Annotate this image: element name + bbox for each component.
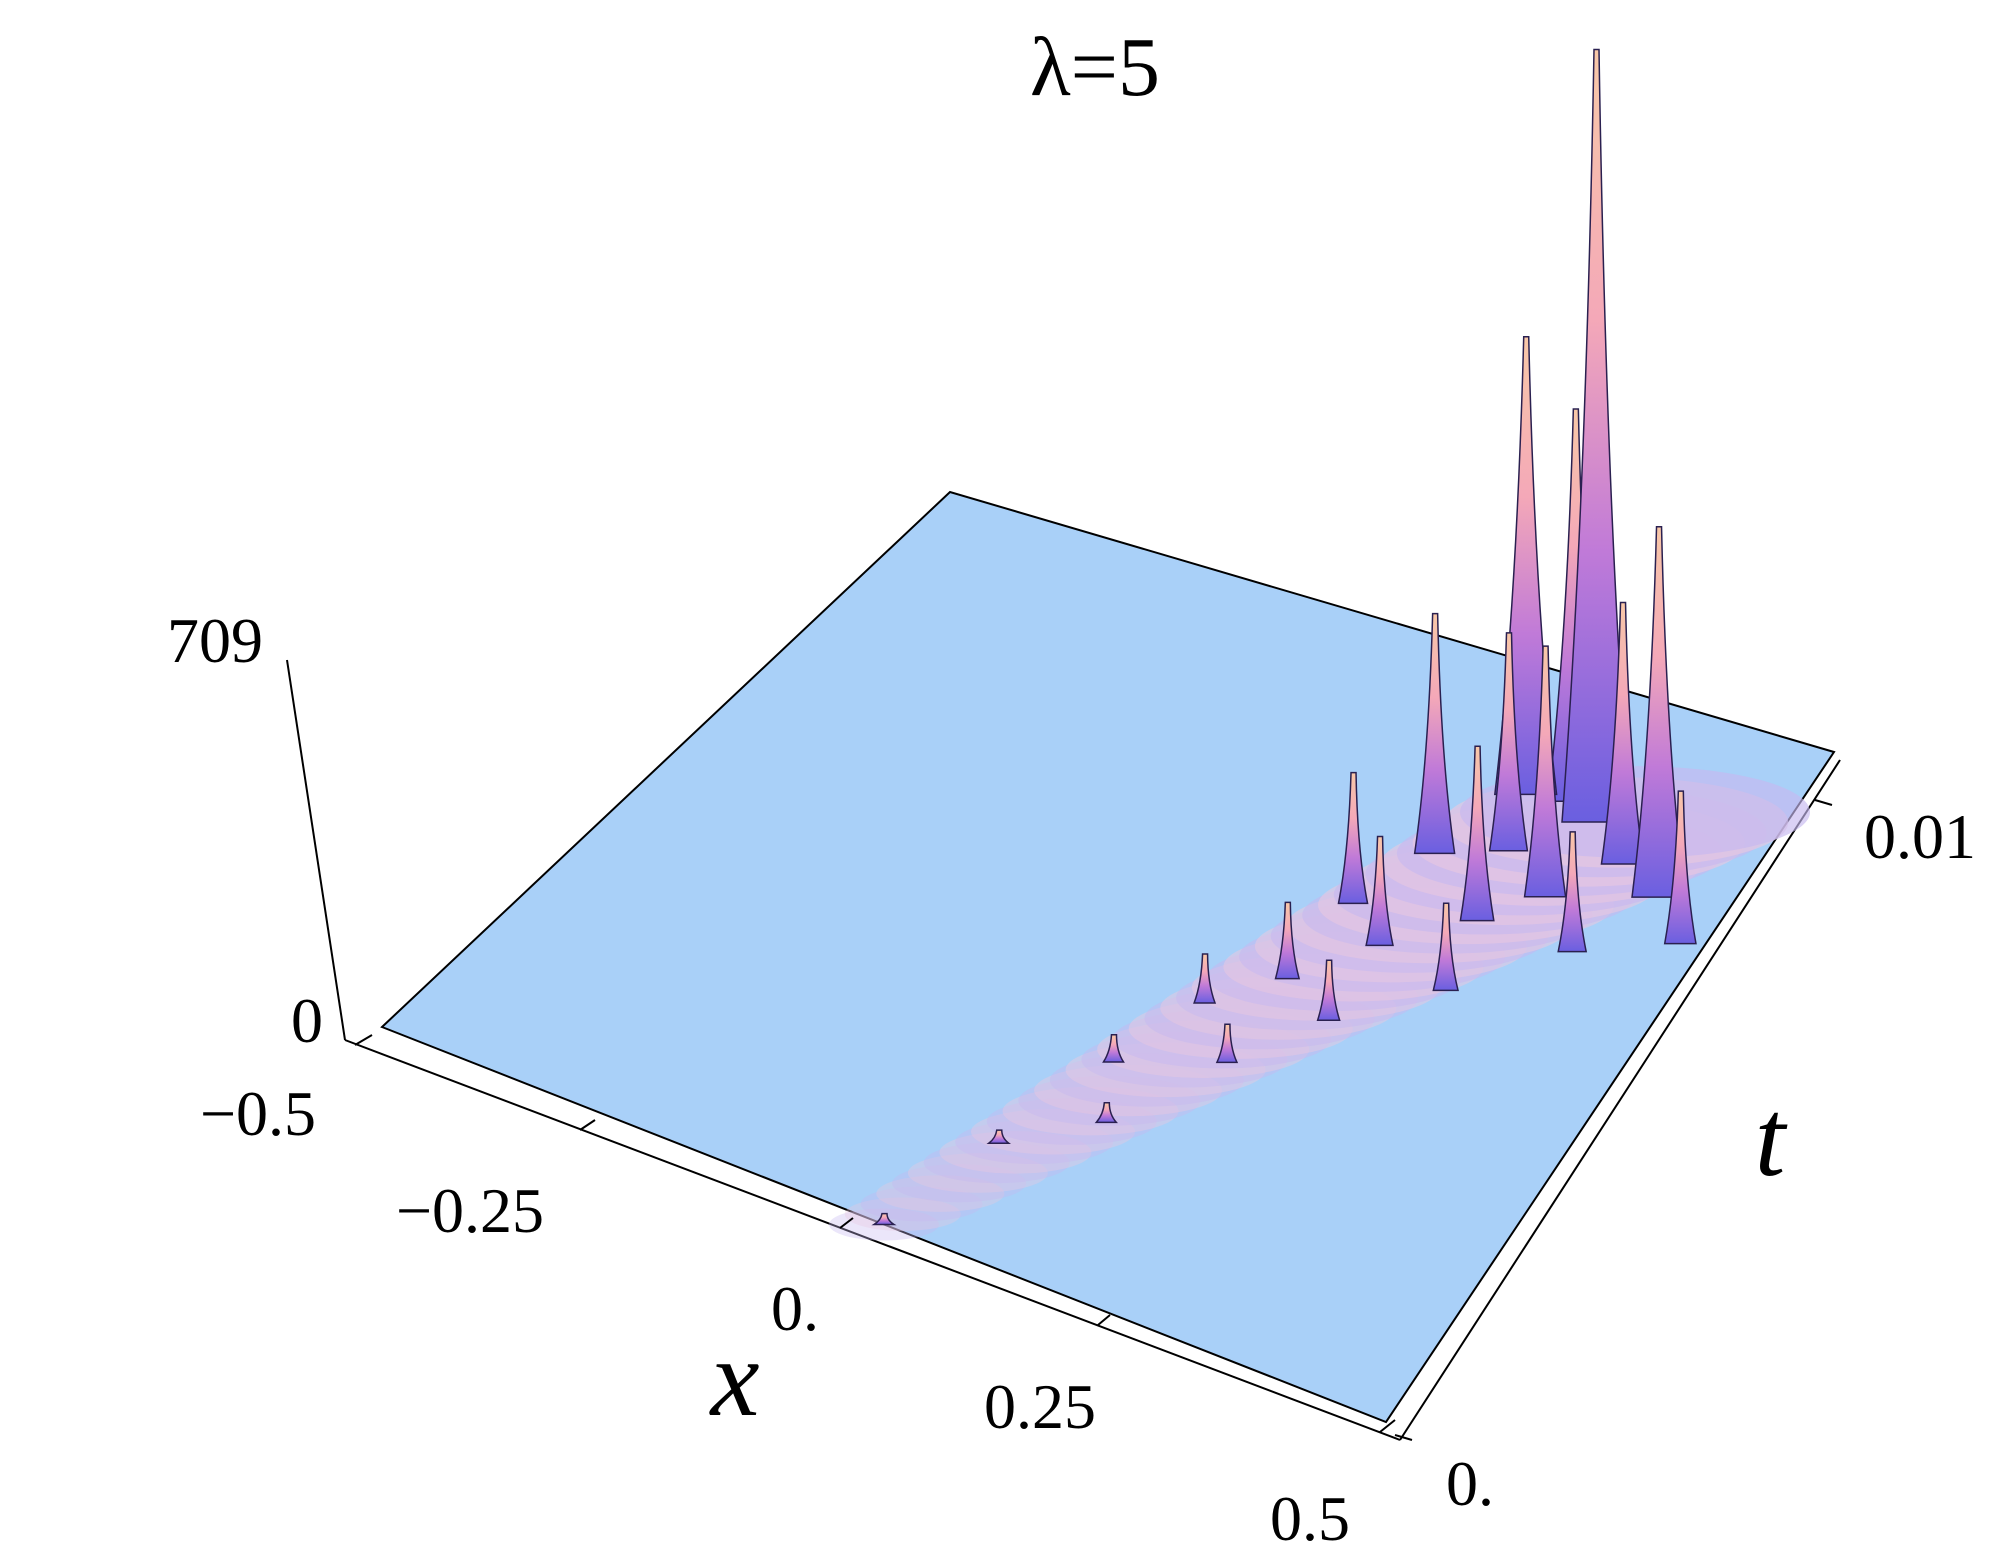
surface-peak (1413, 612, 1456, 855)
surface-peak (1274, 901, 1301, 980)
x-tick-label: −0.25 (396, 1175, 544, 1246)
z-tick-label-bottom: 0 (291, 985, 323, 1056)
surface-peak (1094, 1101, 1118, 1124)
x-tick-mark (579, 1119, 596, 1131)
surface-peak (1663, 790, 1697, 945)
surface-peak (1557, 831, 1588, 953)
t-tick-label: 0. (1446, 1448, 1494, 1519)
surface-peak (1459, 745, 1495, 922)
chart-title: λ=5 (1030, 21, 1160, 114)
x-tick-label: 0.5 (1270, 1483, 1350, 1554)
ridge-ripple (1034, 1064, 1223, 1117)
x-tick-mark (1379, 1419, 1396, 1433)
ridge-ripple (1002, 1086, 1179, 1136)
ridge-ripple (892, 1164, 1027, 1203)
box-frame (286, 659, 1841, 1441)
x-axis-label: x (709, 1317, 760, 1439)
surface-peak (1631, 525, 1686, 898)
z-axis: 709 0 (167, 605, 323, 1056)
surface-peak (1488, 632, 1529, 852)
surface-peak (1365, 835, 1394, 947)
t-tick-label: 0.01 (1864, 801, 1976, 872)
x-tick-label: 0.25 (984, 1371, 1096, 1442)
t-tick-mark (1814, 799, 1833, 806)
ridge-ripple (939, 1131, 1092, 1174)
ridge-ripple (907, 1153, 1048, 1193)
x-tick-mark (839, 1217, 854, 1229)
x-axis: −0.5 −0.25 0. 0.25 0.5 (200, 1034, 1396, 1554)
surface-peak (986, 1129, 1012, 1144)
x-tick-label: −0.5 (200, 1078, 316, 1149)
surface-peak (1316, 959, 1341, 1021)
ridge-ripple (844, 1197, 961, 1231)
t-axis: 0. 0.01 (1394, 799, 1976, 1519)
surface-peak (1523, 645, 1567, 898)
ridge-ripple (923, 1142, 1070, 1184)
ridge-ripple (876, 1175, 1005, 1212)
surface-peak (1600, 601, 1645, 865)
x-tick-mark (1097, 1314, 1111, 1326)
t-tick-mark (1394, 1434, 1413, 1441)
peaks-layer (871, 48, 1697, 1226)
surface-peak (1337, 771, 1369, 905)
surface-peak (871, 1212, 897, 1226)
surface-peak (1102, 1033, 1125, 1063)
ridge-ripple (1018, 1075, 1201, 1126)
ridge-ripple (986, 1097, 1157, 1145)
surface-base (380, 490, 1836, 1424)
x-tick-label: 0. (771, 1273, 819, 1344)
ridge-ripple (860, 1186, 983, 1222)
surface-peak (1193, 953, 1217, 1004)
z-tick-label-top: 709 (167, 605, 263, 676)
x-tick-mark (354, 1034, 373, 1046)
surface-peak (1432, 902, 1459, 992)
surface-peak (1561, 48, 1631, 823)
ridge-ripple (955, 1120, 1114, 1165)
ridge-ripple (970, 1108, 1135, 1155)
ridge-ripple (1049, 1053, 1244, 1107)
surface-peak (1215, 1023, 1239, 1064)
t-axis-label: t (1755, 1077, 1788, 1199)
